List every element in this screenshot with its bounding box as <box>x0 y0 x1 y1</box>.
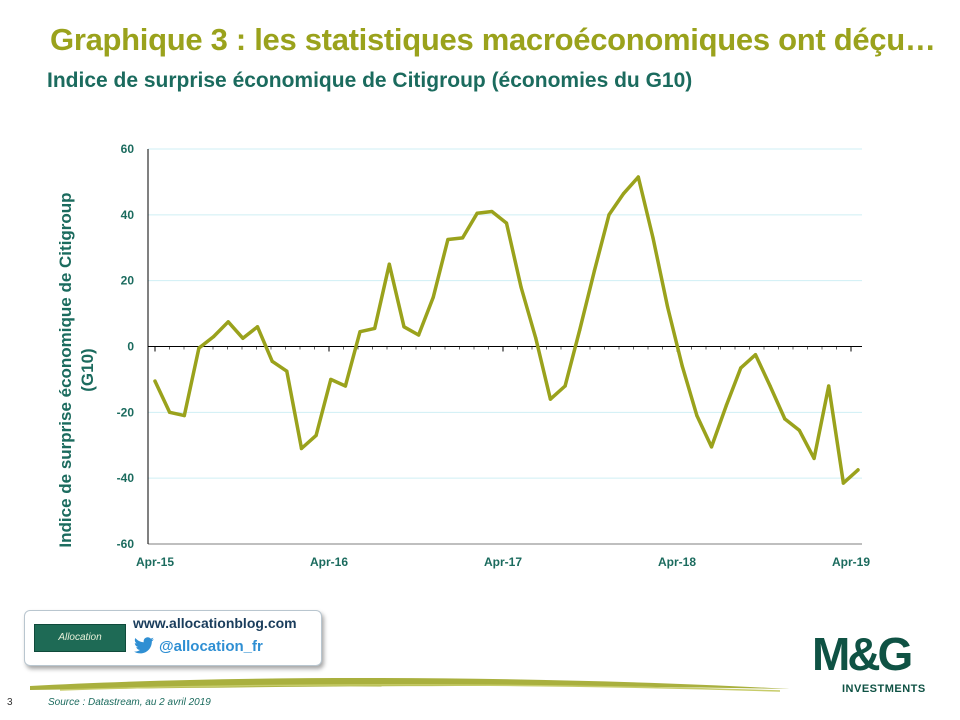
data-point <box>534 336 538 340</box>
data-point <box>153 379 157 383</box>
data-point <box>475 211 479 215</box>
data-point <box>373 326 377 330</box>
data-point <box>226 320 230 324</box>
data-point <box>358 330 362 334</box>
data-point <box>211 335 216 339</box>
chart-subtitle: Indice de surprise économique de Citigro… <box>47 69 693 92</box>
allocation-blog-card[interactable]: Allocation www.allocationblog.com @alloc… <box>24 610 322 666</box>
website-link[interactable]: www.allocationblog.com <box>133 615 297 631</box>
data-point <box>739 366 743 370</box>
y-tick-label: -40 <box>117 471 135 485</box>
y-tick-label: 40 <box>121 208 135 222</box>
data-point <box>270 359 274 363</box>
data-point <box>827 384 831 388</box>
data-point <box>299 446 304 451</box>
data-point <box>651 236 655 240</box>
y-tick-label: 0 <box>127 340 134 354</box>
data-point <box>680 364 684 368</box>
data-point <box>563 384 567 388</box>
y-axis-label: Indice de surprise économique de Citigro… <box>56 192 97 548</box>
data-point <box>812 456 816 461</box>
allocation-logo: Allocation <box>34 624 126 652</box>
data-point <box>636 175 640 179</box>
data-point <box>519 285 523 289</box>
x-tick-label: Apr-17 <box>484 555 522 569</box>
data-point <box>578 328 582 332</box>
mg-logo: M&G <box>812 628 913 680</box>
x-tick-label: Apr-15 <box>136 555 174 569</box>
y-axis-ticks: 60 40 20 0 -20 -40 -60 <box>117 142 135 551</box>
swoosh-stroke-light <box>59 684 781 692</box>
data-point <box>592 269 596 273</box>
data-point <box>168 410 172 414</box>
y-tick-label: -20 <box>117 405 135 419</box>
data-point <box>753 353 758 357</box>
data-point <box>343 384 347 388</box>
source-note: Source : Datastream, au 2 avril 2019 <box>48 697 211 708</box>
twitter-handle: @allocation_fr <box>159 637 263 655</box>
data-point <box>768 384 772 388</box>
data-point <box>695 414 699 418</box>
mg-logo-subtext: INVESTMENTS <box>842 683 926 695</box>
y-tick-label: -60 <box>117 537 135 551</box>
data-point <box>197 346 201 350</box>
data-point <box>329 377 333 382</box>
twitter-link[interactable]: @allocation_fr <box>133 637 263 655</box>
y-tick-label: 20 <box>121 274 135 288</box>
page-number: 3 <box>7 697 13 708</box>
data-point <box>446 237 450 242</box>
y-tick-label: 60 <box>121 142 135 156</box>
data-point <box>490 209 494 214</box>
data-point <box>548 397 553 401</box>
decorative-swoosh <box>30 678 790 692</box>
data-point <box>402 325 406 329</box>
x-tick-label: Apr-19 <box>832 555 870 569</box>
data-point <box>856 468 860 472</box>
data-point <box>387 262 391 266</box>
x-tick-label: Apr-18 <box>658 555 696 569</box>
x-axis: Apr-15 Apr-16 Apr-17 Apr-18 Apr-19 <box>136 149 870 569</box>
data-point <box>841 481 845 485</box>
data-point <box>622 191 626 196</box>
series-layer <box>153 175 860 485</box>
data-point <box>709 445 714 449</box>
data-point <box>460 236 465 240</box>
data-point <box>724 404 728 408</box>
data-point <box>285 369 289 373</box>
x-tick-label: Apr-16 <box>310 555 348 569</box>
data-point <box>666 305 670 309</box>
data-point <box>783 417 787 421</box>
data-point <box>607 213 611 217</box>
data-point <box>314 433 318 437</box>
data-point <box>241 336 245 340</box>
data-point <box>182 414 186 418</box>
twitter-bird-icon <box>134 637 154 654</box>
data-point <box>797 428 802 433</box>
slide-title: Graphique 3 : les statistiques macroécon… <box>50 22 936 57</box>
data-point <box>431 295 435 299</box>
gridlines <box>148 148 862 479</box>
data-point <box>417 333 421 337</box>
data-point <box>504 221 509 225</box>
data-point <box>255 325 260 329</box>
